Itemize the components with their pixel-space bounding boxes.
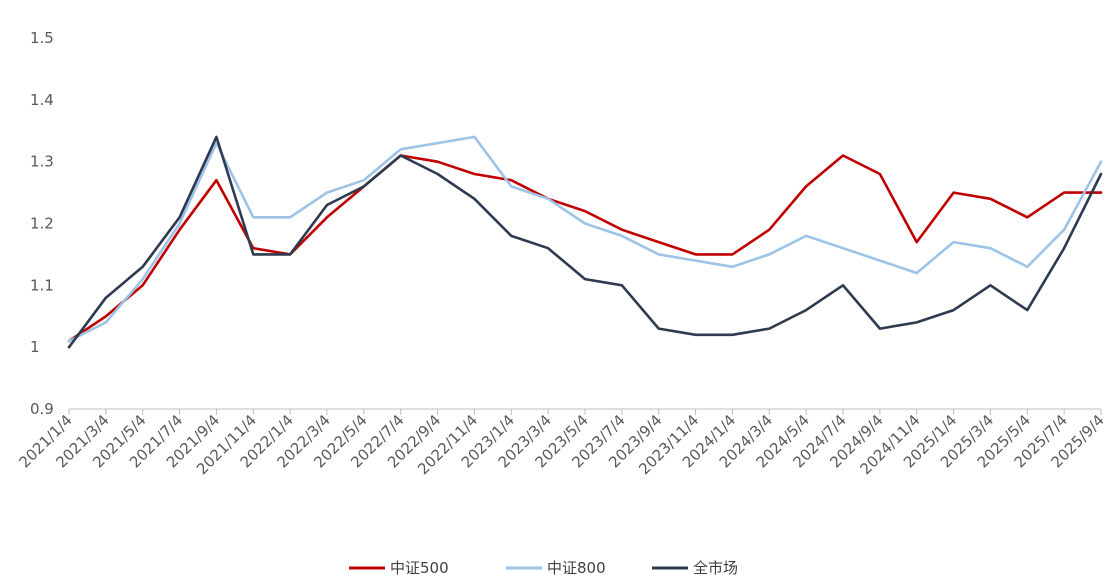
x-axis: 2021/1/42021/3/42021/5/42021/7/42021/9/4…: [15, 408, 1108, 478]
legend-label-1: 中证800: [547, 559, 606, 577]
series-line-1: [67, 135, 1103, 343]
y-tick-label: 1.4: [30, 91, 54, 109]
series-lines: [67, 135, 1103, 349]
y-tick-label: 1.1: [30, 276, 54, 294]
y-tick-label: 0.9: [30, 400, 54, 418]
legend: 中证500 中证800 全市场: [349, 559, 738, 577]
y-tick-label: 1.3: [30, 153, 54, 171]
series-line-2: [67, 135, 1103, 349]
y-tick-label: 1.5: [30, 29, 54, 47]
series-line-0: [67, 154, 1103, 343]
y-tick-label: 1.2: [30, 215, 54, 233]
legend-label-0: 中证500: [390, 559, 449, 577]
y-tick-label: 1: [30, 338, 40, 356]
y-axis-ticks: 0.9 1 1.1 1.2 1.3 1.4 1.5: [30, 29, 54, 418]
legend-label-2: 全市场: [693, 559, 738, 577]
